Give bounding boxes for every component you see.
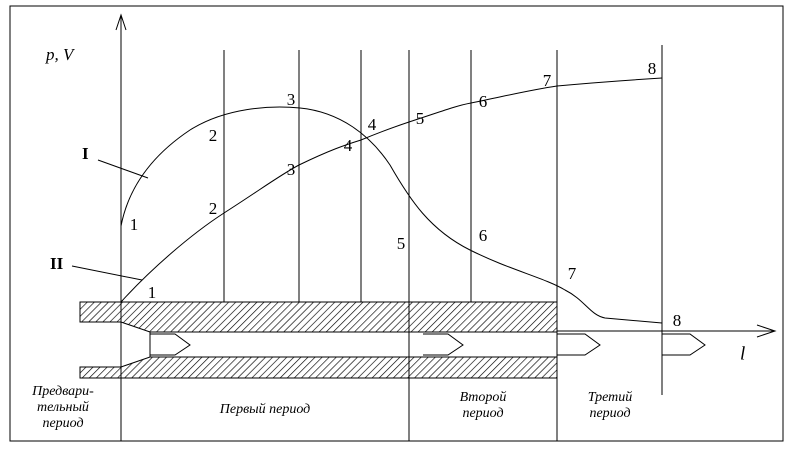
period-label: тельный [37,400,89,415]
point-label: 2 [209,126,218,145]
point-label: 3 [287,160,296,179]
x-axis [557,324,777,338]
leader-line [71,265,143,281]
point-label: 8 [673,311,682,330]
projectiles [150,333,706,356]
point-label: 4 [344,136,353,155]
period-label: период [589,406,630,421]
period-label: Первый период [219,402,311,417]
point-label: 2 [209,199,218,218]
point-label: 6 [479,92,488,111]
point-label: 5 [416,109,425,128]
point-label: 1 [130,215,139,234]
period-label: период [462,406,503,421]
point-label: 4 [368,115,377,134]
point-label: 8 [648,59,657,78]
period-label: Предвари- [31,384,94,399]
curve-name: I [82,144,89,163]
velocity-curve [120,77,663,303]
point-label: 3 [287,90,296,109]
leader-line [97,159,149,179]
point-label: 7 [568,264,577,283]
y-axis-label: p, V [45,45,76,64]
point-label: 6 [479,226,488,245]
pressure-curve [120,106,663,324]
x-axis-label: l [740,343,745,364]
point-label: 1 [148,283,157,302]
point-label: 7 [543,71,552,90]
period-label: Третий [588,390,633,405]
period-label: период [42,416,83,431]
frame [9,5,784,442]
period-label: Второй [460,390,507,405]
barrel [79,301,558,379]
curve-name: II [50,254,64,273]
point-label: 5 [397,234,406,253]
